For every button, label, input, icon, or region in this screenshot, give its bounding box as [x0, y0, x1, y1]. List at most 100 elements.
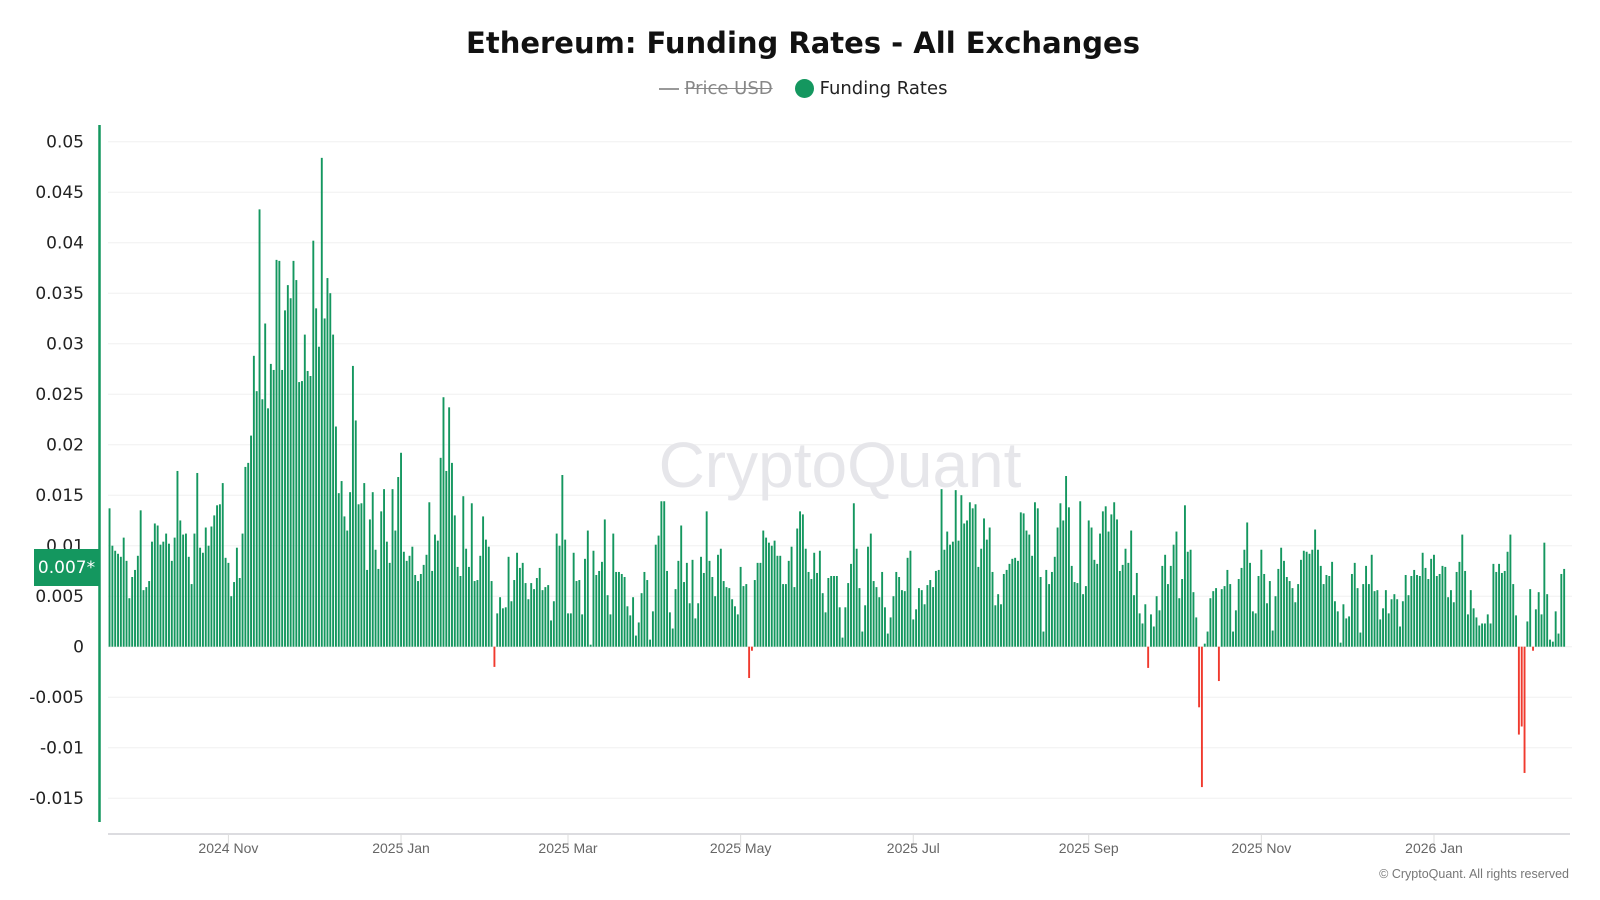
- bar: [878, 597, 881, 647]
- bar: [623, 577, 626, 647]
- watermark: CryptoQuant: [659, 429, 1022, 501]
- bar: [934, 570, 937, 647]
- bar: [524, 583, 527, 647]
- bar: [298, 382, 301, 647]
- bar: [1158, 610, 1161, 647]
- bar: [329, 293, 332, 647]
- bar: [187, 556, 190, 647]
- bar: [643, 571, 646, 647]
- bar: [196, 472, 199, 647]
- bar: [1450, 590, 1452, 647]
- bar: [1067, 507, 1070, 647]
- bar: [1546, 594, 1549, 647]
- bar: [835, 576, 838, 647]
- bar: [193, 533, 196, 647]
- bar: [301, 381, 303, 647]
- bar: [1215, 588, 1218, 647]
- bar: [1424, 567, 1427, 647]
- y-tick-label: 0.005: [35, 587, 84, 607]
- bar: [1373, 591, 1376, 647]
- bar: [1483, 623, 1486, 647]
- bar: [1319, 565, 1322, 647]
- bar: [884, 607, 886, 647]
- bar: [649, 639, 652, 647]
- bar: [584, 558, 586, 647]
- bar: [453, 515, 456, 647]
- bar: [487, 546, 490, 647]
- bar: [1206, 631, 1209, 647]
- bar: [1359, 632, 1362, 647]
- bar: [165, 533, 168, 647]
- bar: [1073, 582, 1076, 647]
- bar: [428, 502, 431, 647]
- bar: [1212, 591, 1215, 647]
- legend: Price USD Funding Rates: [0, 78, 1600, 99]
- y-tick-label: -0.005: [29, 688, 84, 708]
- bar: [1404, 574, 1407, 647]
- bar: [762, 530, 765, 647]
- bar: [629, 615, 632, 647]
- bar: [680, 525, 683, 647]
- y-tick-label: 0: [73, 638, 84, 658]
- bar: [284, 310, 286, 647]
- bar: [1515, 615, 1517, 647]
- bar: [705, 511, 708, 647]
- bar: [1285, 577, 1288, 647]
- bar: [700, 556, 702, 647]
- bar: [1557, 633, 1560, 647]
- bar: [1183, 505, 1186, 647]
- bar: [634, 635, 637, 647]
- bar: [1082, 594, 1085, 647]
- bar: [677, 560, 680, 647]
- bar: [292, 260, 295, 647]
- bar: [552, 601, 555, 647]
- bar: [915, 609, 918, 647]
- y-tick-label: 0.03: [46, 335, 84, 355]
- bar: [419, 573, 422, 647]
- bar: [445, 470, 448, 647]
- bar: [674, 589, 677, 647]
- bar: [170, 560, 173, 647]
- legend-item-price-usd[interactable]: Price USD: [658, 78, 773, 99]
- bar: [1540, 614, 1543, 647]
- bar: [1096, 563, 1099, 647]
- bar: [598, 570, 601, 647]
- bar: [1461, 534, 1464, 647]
- bar: [725, 587, 728, 647]
- bar: [929, 580, 932, 647]
- bar: [810, 579, 813, 647]
- bar: [937, 569, 940, 647]
- bar: [510, 601, 513, 647]
- bar: [1413, 569, 1416, 647]
- legend-item-funding-rates[interactable]: Funding Rates: [794, 78, 948, 99]
- bar: [816, 572, 818, 647]
- bar: [765, 537, 768, 647]
- legend-label: Funding Rates: [819, 78, 948, 99]
- bar: [1121, 564, 1124, 647]
- bar: [671, 628, 674, 647]
- bar: [799, 511, 802, 647]
- bar: [731, 599, 734, 647]
- bar: [1433, 554, 1435, 647]
- bar: [1036, 508, 1039, 647]
- bar: [971, 508, 974, 647]
- y-tick-label: 0.02: [46, 436, 84, 456]
- bar: [951, 541, 954, 647]
- bar: [318, 346, 320, 647]
- bar: [753, 580, 756, 647]
- bar: [1042, 631, 1045, 647]
- bar: [190, 584, 193, 647]
- bar: [1223, 586, 1226, 647]
- bar: [994, 605, 997, 647]
- bar: [1314, 529, 1317, 647]
- bar: [1458, 561, 1461, 647]
- bar: [626, 606, 629, 647]
- bar: [1133, 595, 1135, 647]
- bar: [1348, 616, 1351, 647]
- bar: [224, 557, 227, 647]
- bar: [250, 435, 252, 647]
- bar: [589, 644, 592, 647]
- bar: [235, 547, 238, 647]
- bar: [1135, 572, 1138, 647]
